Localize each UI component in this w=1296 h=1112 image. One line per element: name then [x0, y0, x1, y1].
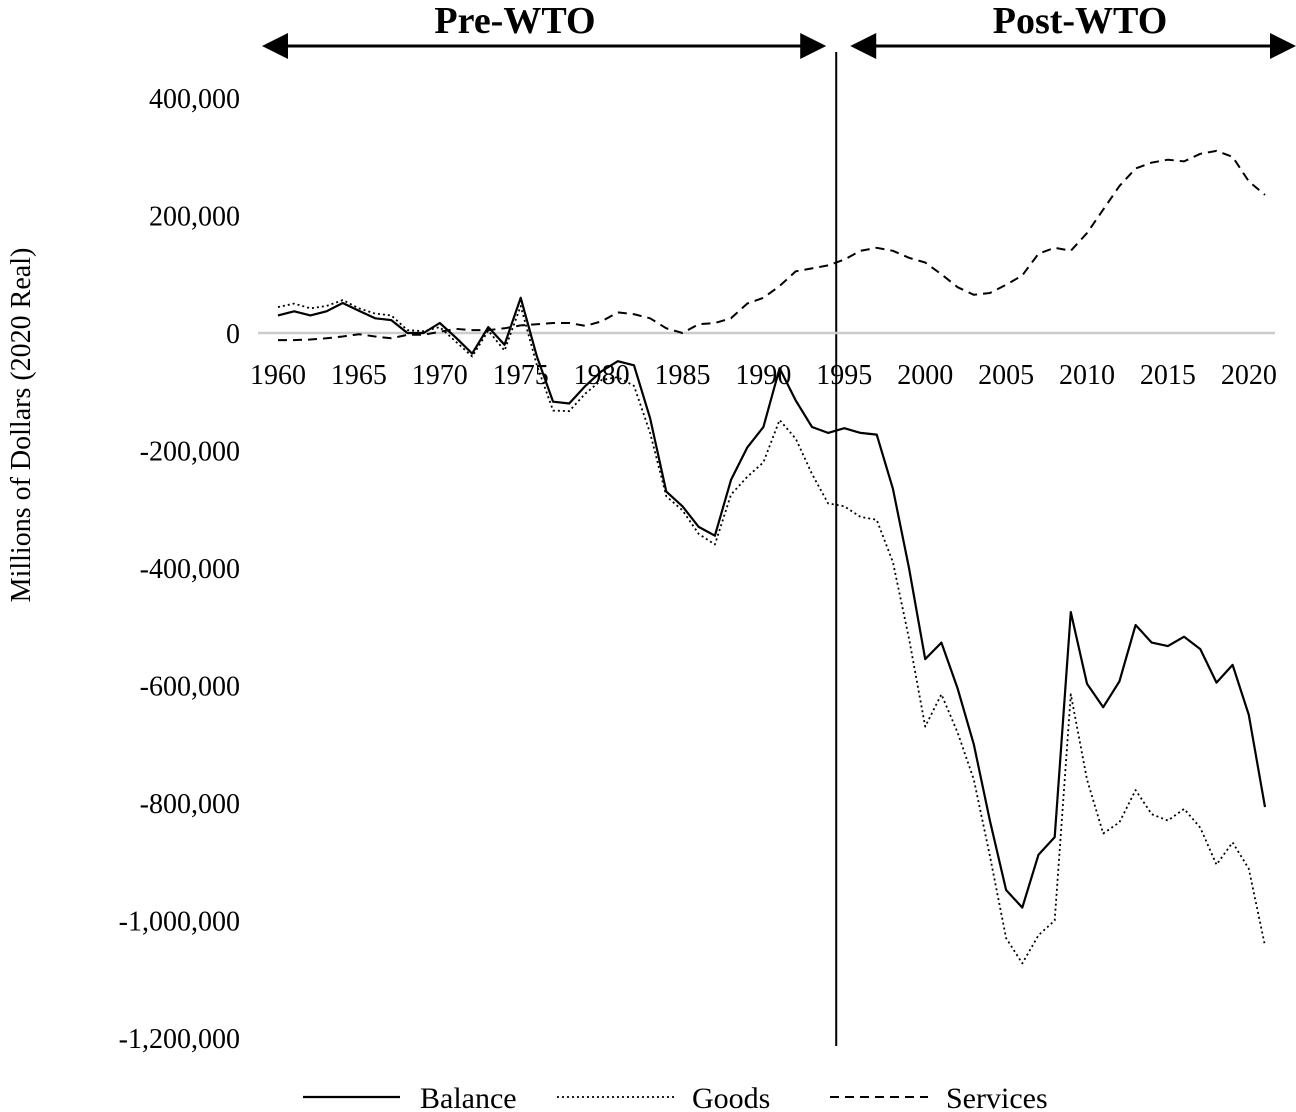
axes: Millions of Dollars (2020 Real) 400,000 2…: [6, 84, 1277, 1055]
legend-label-goods: Goods: [692, 1082, 770, 1112]
x-tick-label: 1960: [250, 360, 306, 391]
era-label: Post-WTO: [993, 0, 1168, 42]
x-tick-label: 1980: [574, 360, 630, 391]
x-tick-label: 2015: [1140, 360, 1196, 391]
y-tick-label: -1,200,000: [119, 1024, 240, 1055]
series-line-goods: [277, 299, 1266, 965]
era-arrow-head-right: [800, 33, 827, 59]
x-tick-label: 1965: [331, 360, 387, 391]
series-line-balance: [277, 296, 1267, 909]
legend-label-services: Services: [946, 1082, 1048, 1112]
era-arrow-head-left: [262, 33, 288, 59]
era-arrow-pre-wto: Pre-WTO: [262, 0, 827, 59]
x-tick-label: 2020: [1221, 360, 1277, 391]
x-tick-label: 1985: [655, 360, 711, 391]
x-tick-label: 2000: [897, 360, 953, 391]
y-tick-label: 400,000: [149, 84, 240, 115]
era-arrow-head-left: [850, 33, 877, 59]
y-tick-label: 0: [226, 319, 240, 350]
y-tick-label: -400,000: [140, 554, 240, 585]
legend-label-balance: Balance: [420, 1082, 517, 1112]
y-tick-label: -600,000: [140, 672, 240, 703]
y-tick-label: -1,000,000: [119, 907, 240, 938]
y-tick-label: -800,000: [140, 789, 240, 820]
x-tick-label: 1970: [412, 360, 468, 391]
y-axis-label: Millions of Dollars (2020 Real): [6, 248, 37, 603]
era-arrow-head-right: [1270, 33, 1296, 59]
series-lines: [277, 149, 1267, 965]
y-tick-label: -200,000: [140, 437, 240, 468]
x-tick-label: 2010: [1059, 360, 1115, 391]
legend: Balance Goods Services: [303, 1082, 1048, 1112]
era-label: Pre-WTO: [434, 0, 595, 42]
era-annotations: Pre-WTO Post-WTO: [262, 0, 1296, 1046]
x-tick-label: 1995: [816, 360, 872, 391]
series-line-services: [278, 149, 1266, 342]
y-tick-label: 200,000: [149, 202, 240, 233]
x-tick-label: 2005: [978, 360, 1034, 391]
era-arrow-post-wto: Post-WTO: [850, 0, 1296, 59]
